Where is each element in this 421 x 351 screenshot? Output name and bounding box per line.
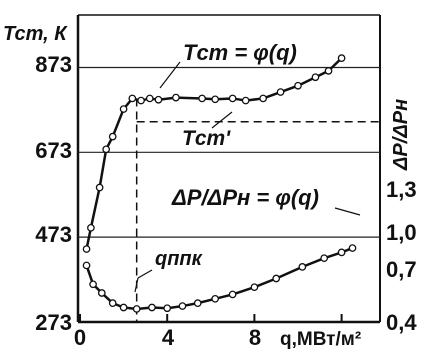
series-layer [82, 54, 357, 313]
x-tick-0: 0 [74, 325, 86, 350]
series-0-point [259, 94, 267, 103]
series-1-point [337, 248, 346, 257]
series-0-point [172, 93, 180, 102]
series-1-point [211, 294, 220, 303]
series-0-point [337, 54, 346, 62]
series-0-point [294, 81, 302, 90]
series-1-point [320, 254, 329, 263]
tw-curve-leader [159, 61, 181, 89]
series-1-point [82, 261, 91, 270]
dp-curve-leader [334, 207, 361, 216]
x-tick-8: 8 [249, 325, 261, 350]
series-1-point [272, 274, 281, 283]
y-tick-673: 673 [35, 138, 72, 163]
series-line-0 [85, 57, 343, 250]
y-tick-873: 873 [35, 52, 72, 77]
tw-curve-annotation: Tст = φ(q) [183, 40, 297, 65]
y-axis-label: Тст, К [3, 23, 68, 45]
q-dnb-leader-2 [134, 277, 139, 293]
series-0-point [276, 88, 285, 96]
series-0-point [211, 95, 220, 104]
x-tick-4: 4 [162, 325, 175, 350]
y2-tick-04: 0,4 [386, 310, 417, 335]
series-0-point [198, 94, 206, 103]
series-0-point [324, 67, 333, 75]
series-1-point [228, 290, 237, 299]
tw-ref-annotation: Tст' [182, 127, 231, 150]
series-1-point [119, 303, 128, 312]
q-dnb-annotation: qппк [155, 248, 203, 270]
series-1-point [89, 280, 97, 289]
q-dnb-leader [137, 269, 153, 279]
series-1-point [132, 305, 141, 313]
y2-tick-07: 0,7 [386, 257, 417, 282]
series-1-point [178, 302, 187, 310]
series-1-point [108, 299, 117, 307]
series-0-point [311, 73, 320, 82]
series-1-point [163, 304, 172, 313]
series-line-1 [85, 246, 353, 311]
grid [78, 66, 380, 322]
series-0-point [95, 183, 104, 192]
series-0-point [82, 245, 91, 253]
series-1-point [250, 283, 259, 292]
dp-curve-annotation: ΔP/ΔPн = φ(q) [171, 185, 319, 210]
series-0-point [87, 223, 95, 232]
y-tick-473: 473 [35, 222, 72, 247]
x-axis-label: q,МВт/м² [280, 329, 361, 350]
y2-axis-label: ΔP/ΔPн [390, 99, 412, 171]
series-0-point [137, 96, 145, 105]
series-1-point [193, 299, 202, 307]
series-0-point [128, 94, 137, 103]
y-tick-273: 273 [35, 310, 72, 335]
tw-ref-leader [211, 111, 233, 129]
series-0-point [108, 132, 117, 141]
series-1-point [97, 289, 106, 297]
series-0-point [154, 95, 163, 104]
series-1-point [148, 303, 156, 312]
series-0-point [145, 94, 154, 103]
series-1-point [298, 263, 307, 271]
series-0-point [241, 96, 250, 105]
y2-tick-10: 1,0 [386, 220, 417, 245]
series-1-point [348, 244, 357, 252]
series-0-point [228, 94, 237, 103]
series-0-point [119, 105, 128, 113]
series-0-point [102, 145, 111, 154]
y2-tick-13: 1,3 [386, 177, 417, 202]
